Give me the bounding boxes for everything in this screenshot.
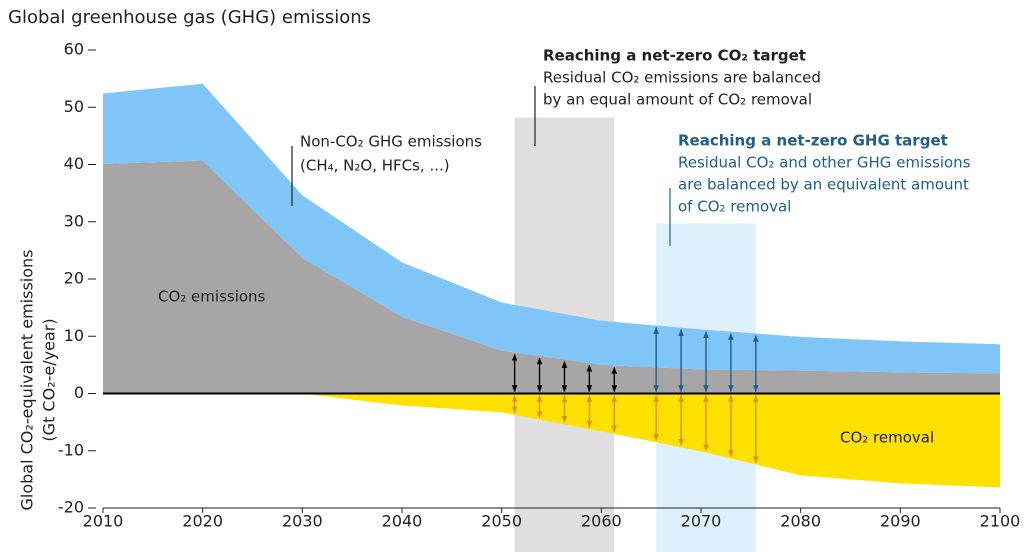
y-tick-label: 10: [64, 326, 84, 345]
highlight-text: by an equal amount of CO₂ removal: [543, 91, 812, 109]
x-tick-label: 2060: [581, 512, 622, 531]
x-tick-label: 2050: [481, 512, 522, 531]
y-tick-label: -10: [58, 440, 84, 459]
series-note: (CH₄, N₂O, HFCs, ...): [300, 157, 450, 175]
y-tick-label: 20: [64, 269, 84, 288]
y-tick-label: 50: [64, 97, 84, 116]
highlight-text: Residual CO₂ emissions are balanced: [543, 69, 821, 87]
x-tick-label: 2100: [980, 512, 1021, 531]
chart-title: Global greenhouse gas (GHG) emissions: [8, 7, 371, 28]
highlight-text: are balanced by an equivalent amount: [678, 176, 969, 194]
area: [103, 83, 1000, 374]
x-tick-label: 2090: [880, 512, 921, 531]
highlight-text: of CO₂ removal: [678, 198, 791, 216]
x-tick-label: 2040: [382, 512, 423, 531]
series-label: CO₂ emissions: [158, 288, 266, 306]
series-label: CO₂ removal: [840, 429, 934, 447]
y-label-line: (Gt CO₂-e/year): [40, 318, 59, 441]
area: [103, 393, 1000, 488]
highlight-title: Reaching a net-zero CO₂ target: [543, 47, 806, 65]
area: [103, 160, 1000, 394]
area-layer: [103, 83, 1000, 488]
y-label-line: Global CO₂-equivalent emissions: [18, 250, 37, 511]
x-tick-label: 2030: [282, 512, 323, 531]
y-tick-label: 40: [64, 154, 84, 173]
y-tick-label: 60: [64, 40, 84, 59]
x-tick-label: 2070: [681, 512, 722, 531]
y-axis-label: Global CO₂-equivalent emissions (Gt CO₂-…: [18, 250, 59, 511]
y-tick-label: -20: [58, 498, 84, 517]
y-tick-label: 30: [64, 211, 84, 230]
highlight-text: Residual CO₂ and other GHG emissions: [678, 154, 971, 172]
series-label: Non-CO₂ GHG emissions: [300, 133, 482, 151]
highlight-title: Reaching a net-zero GHG target: [678, 132, 948, 150]
x-tick-label: 2010: [83, 512, 124, 531]
y-tick-label: 0: [74, 383, 84, 402]
x-tick-label: 2020: [182, 512, 223, 531]
x-tick-label: 2080: [780, 512, 821, 531]
